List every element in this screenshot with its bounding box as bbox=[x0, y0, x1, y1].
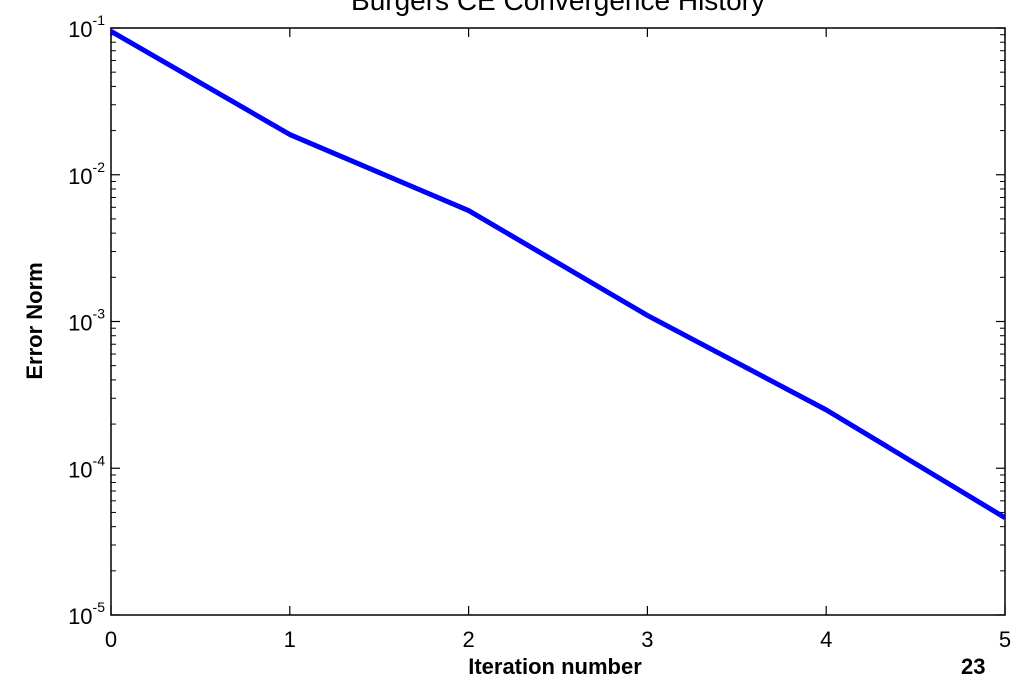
page-number: 23 bbox=[961, 654, 985, 679]
y-tick-label: 10-3 bbox=[68, 306, 105, 336]
x-tick-label: 1 bbox=[284, 627, 296, 652]
y-tick-label: 10-5 bbox=[68, 599, 105, 629]
x-tick-labels: 0 1 2 3 4 5 bbox=[105, 627, 1011, 652]
x-axis-label: Iteration number bbox=[468, 654, 642, 679]
x-tick-label: 5 bbox=[999, 627, 1011, 652]
series-line bbox=[109, 29, 1007, 520]
series-layer bbox=[109, 29, 1007, 520]
x-tick-label: 4 bbox=[820, 627, 832, 652]
x-tick-label: 0 bbox=[105, 627, 117, 652]
x-tick-label: 3 bbox=[641, 627, 653, 652]
y-tick-labels: 10-1 10-2 10-3 10-4 10-5 bbox=[68, 12, 105, 629]
y-tick-label: 10-1 bbox=[68, 12, 105, 42]
axis-ticks bbox=[110, 27, 1006, 616]
plot-area bbox=[110, 27, 1006, 616]
chart-title: Burgers CE Convergence History bbox=[351, 0, 765, 16]
y-tick-label: 10-2 bbox=[68, 159, 105, 189]
y-tick-label: 10-4 bbox=[68, 452, 105, 482]
x-tick-label: 2 bbox=[462, 627, 474, 652]
y-axis-label: Error Norm bbox=[22, 262, 47, 379]
